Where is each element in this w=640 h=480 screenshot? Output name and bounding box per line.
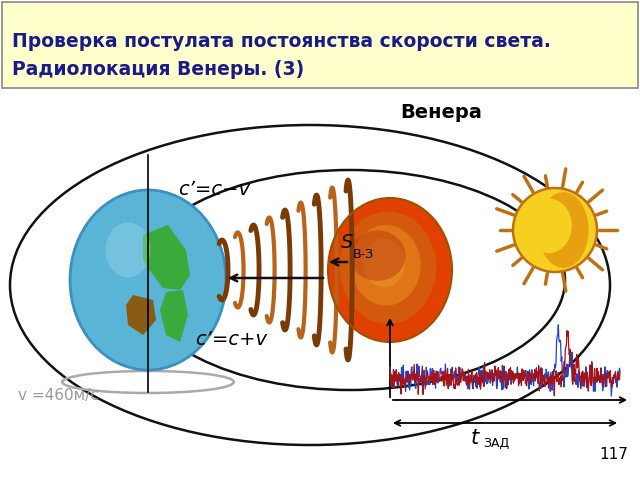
Text: c’=c−v: c’=c−v — [178, 180, 250, 199]
Text: $\mathit{S}$: $\mathit{S}$ — [340, 233, 354, 252]
Text: 117: 117 — [599, 447, 628, 462]
Ellipse shape — [70, 190, 226, 370]
Polygon shape — [160, 290, 188, 342]
Text: Венера: Венера — [400, 103, 482, 122]
Ellipse shape — [525, 199, 572, 253]
Text: Проверка постулата постоянства скорости света.: Проверка постулата постоянства скорости … — [12, 32, 551, 51]
Circle shape — [513, 188, 597, 272]
Text: v =460м/с: v =460м/с — [18, 388, 99, 403]
Polygon shape — [126, 295, 156, 335]
Ellipse shape — [538, 192, 589, 268]
Text: ЗАД: ЗАД — [483, 437, 509, 450]
Text: В-З: В-З — [353, 248, 374, 261]
Ellipse shape — [349, 230, 406, 281]
Ellipse shape — [106, 223, 150, 277]
Ellipse shape — [351, 225, 420, 306]
Text: t: t — [470, 428, 479, 448]
Text: c’=c+v: c’=c+v — [195, 330, 267, 349]
FancyBboxPatch shape — [2, 2, 638, 88]
Text: Радиолокация Венеры. (3): Радиолокация Венеры. (3) — [12, 60, 304, 79]
Ellipse shape — [340, 212, 436, 324]
Ellipse shape — [328, 198, 452, 342]
Ellipse shape — [363, 239, 405, 288]
Polygon shape — [143, 225, 190, 290]
